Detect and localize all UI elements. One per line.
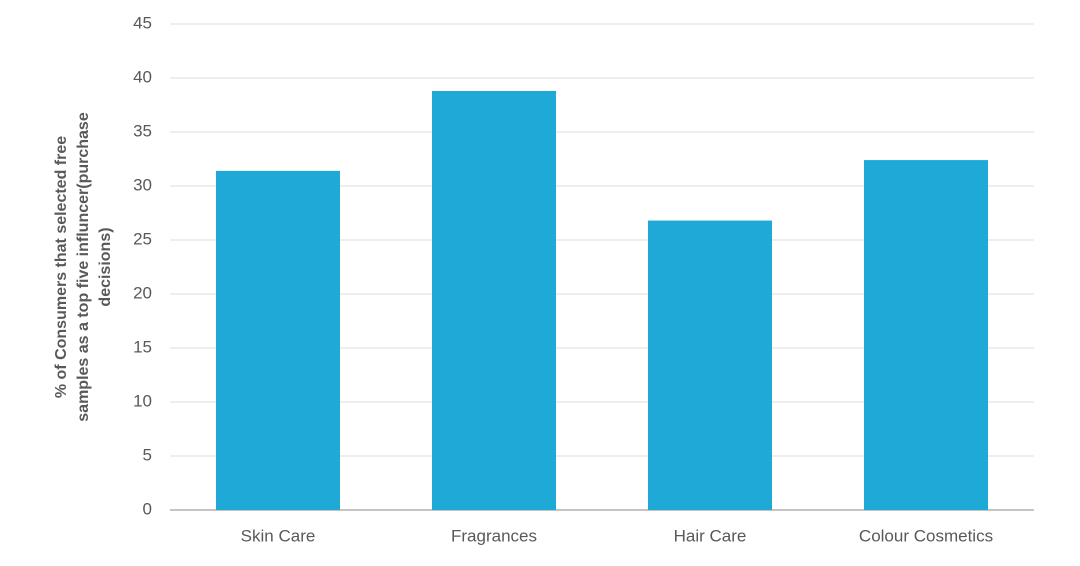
x-tick-label: Hair Care: [674, 526, 747, 545]
bar: [864, 160, 988, 510]
y-tick-label: 15: [133, 337, 152, 356]
y-tick-label: 40: [133, 67, 152, 86]
y-tick-label: 20: [133, 283, 152, 302]
bar: [648, 220, 772, 510]
x-tick-label: Skin Care: [241, 526, 316, 545]
y-tick-label: 30: [133, 175, 152, 194]
bar: [216, 170, 340, 510]
bar: [432, 90, 556, 511]
y-axis-label: % of Consumers that selected free: [53, 136, 70, 398]
y-tick-label: 5: [143, 445, 152, 464]
y-tick-label: 35: [133, 121, 152, 140]
y-axis-label: decisions): [97, 227, 114, 306]
y-tick-label: 45: [133, 13, 152, 32]
y-axis-label: samples as a top five influncer(purchase: [75, 112, 92, 422]
x-tick-label: Colour Cosmetics: [859, 526, 993, 545]
y-tick-label: 0: [143, 499, 152, 518]
y-tick-label: 10: [133, 391, 152, 410]
y-tick-label: 25: [133, 229, 152, 248]
x-tick-label: Fragrances: [451, 526, 537, 545]
